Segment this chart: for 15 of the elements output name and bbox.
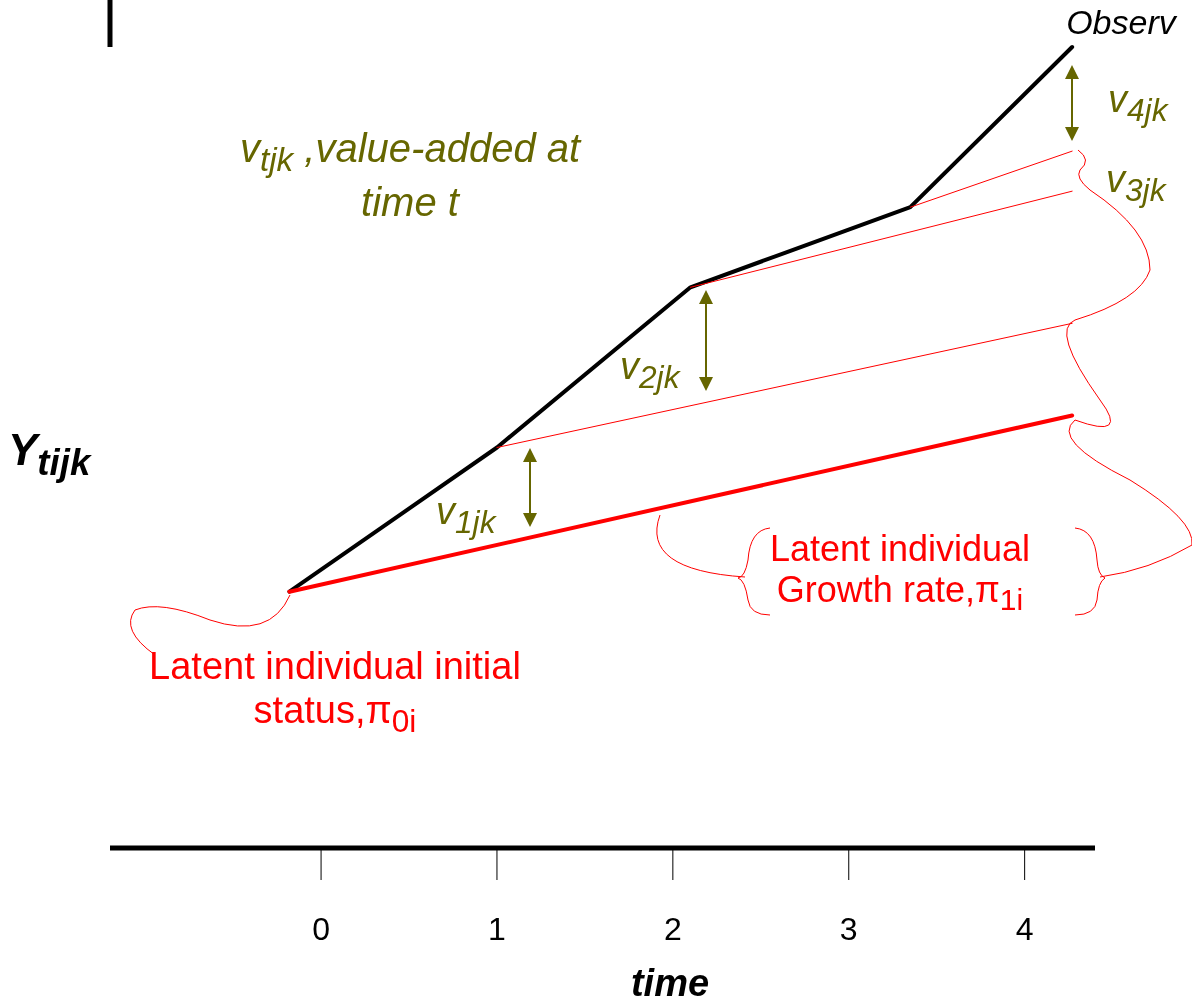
- annotation: v$_{1jk}$: [436, 490, 498, 541]
- annotation: v$_{2jk}$: [620, 345, 682, 396]
- x-tick-label: 0: [312, 911, 330, 947]
- x-tick-label: 1: [488, 911, 506, 947]
- x-axis-title: time: [629, 962, 711, 1005]
- text: v$_{4jk}$: [1108, 78, 1170, 129]
- text: v$_{3jk}$: [1106, 158, 1168, 209]
- annotation: Latent individual Growth rate,π$_{1i}$: [768, 528, 1032, 619]
- annotation: Latent individual initial status,π$_{0i}$: [148, 645, 522, 739]
- x-tick-label: 2: [663, 911, 682, 947]
- annotation: v$_{tjk}$ ,value-added at time t: [238, 125, 583, 226]
- x-tick-label: 3: [839, 911, 858, 947]
- series-label: Observ: [1066, 3, 1176, 42]
- y-axis-title: Y$_{tijk}$: [8, 425, 91, 484]
- x-tick-label: 4: [1015, 911, 1034, 947]
